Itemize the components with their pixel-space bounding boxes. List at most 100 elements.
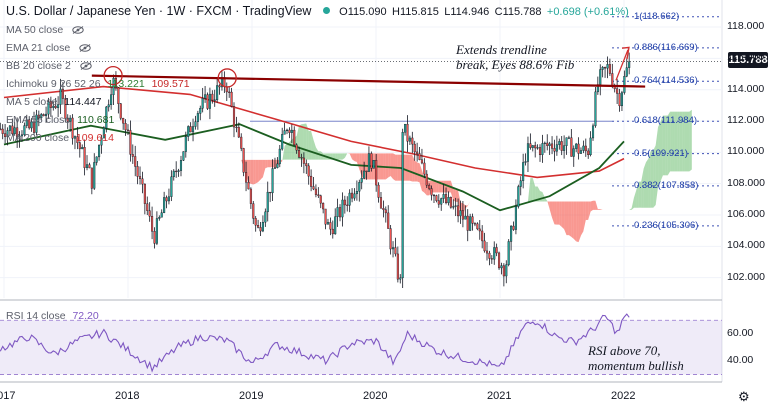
candle-body bbox=[112, 77, 115, 95]
rsi-annotation: RSI above 70, momentum bullish bbox=[588, 343, 684, 373]
candle-body bbox=[45, 113, 48, 117]
candle-body bbox=[553, 148, 556, 152]
candlestick-series[interactable] bbox=[0, 52, 631, 288]
eye-hidden-icon[interactable] bbox=[72, 26, 84, 35]
candle-body bbox=[240, 136, 243, 149]
cloud-segment bbox=[689, 109, 692, 172]
candle-body bbox=[81, 147, 84, 150]
candle-body bbox=[355, 191, 358, 195]
indicator-ema55[interactable]: EMA 55 close 110.681 bbox=[6, 114, 114, 126]
candle-body bbox=[54, 105, 57, 108]
indicator-label: EMA 21 close bbox=[6, 42, 71, 54]
candle-body bbox=[218, 85, 221, 88]
candle-body bbox=[343, 199, 346, 206]
cloud-segment bbox=[342, 153, 345, 160]
fib-level-label: 0.5(109.921) bbox=[634, 147, 688, 159]
cloud-segment bbox=[578, 201, 581, 243]
indicator-ma200[interactable]: MA 200 close 109.614 bbox=[6, 132, 114, 144]
cloud-segment bbox=[352, 153, 355, 162]
eye-hidden-icon[interactable] bbox=[79, 44, 91, 53]
cloud-segment bbox=[527, 178, 531, 202]
indicator-ichimoku[interactable]: Ichimoku 9 26 52 26 113.221 109.571 bbox=[6, 78, 190, 90]
candle-body bbox=[257, 225, 260, 228]
candle-body bbox=[384, 209, 387, 214]
cloud-segment bbox=[549, 201, 553, 218]
candle-body bbox=[319, 195, 322, 204]
cloud-segment bbox=[272, 159, 275, 168]
cloud-segment bbox=[253, 159, 256, 185]
indicator-value-2: 109.571 bbox=[151, 78, 190, 90]
x-tick-label: 2017 bbox=[0, 390, 16, 402]
cloud-segment bbox=[537, 186, 541, 202]
candle-body bbox=[445, 194, 448, 204]
candle-body bbox=[42, 114, 45, 117]
candle-body bbox=[237, 127, 240, 138]
cloud-segment bbox=[535, 186, 538, 202]
cloud-segment bbox=[597, 209, 601, 210]
candle-body bbox=[536, 147, 539, 149]
candle-body bbox=[505, 264, 508, 277]
candle-body bbox=[336, 207, 339, 217]
x-tick-label: 2019 bbox=[239, 390, 264, 402]
cloud-segment bbox=[648, 150, 651, 208]
y-tick-label: 110.000 bbox=[727, 145, 765, 158]
indicator-value: 109.614 bbox=[75, 132, 114, 144]
cloud-segment bbox=[573, 201, 577, 242]
y-tick-label: 108.000 bbox=[727, 176, 765, 189]
candle-body bbox=[194, 121, 197, 127]
trendline-layer bbox=[0, 46, 722, 88]
candle-body bbox=[543, 142, 546, 144]
x-tick-label: 2021 bbox=[487, 390, 512, 402]
cloud-segment bbox=[682, 111, 685, 172]
x-tick-label: 2022 bbox=[611, 390, 636, 402]
rsi-legend[interactable]: RSI 14 close 72.20 bbox=[6, 310, 99, 322]
candle-body bbox=[107, 104, 110, 108]
candle-body bbox=[196, 113, 199, 122]
cloud-segment bbox=[593, 200, 596, 210]
indicator-bb20[interactable]: BB 20 close 2 bbox=[6, 60, 92, 72]
candle-body bbox=[317, 194, 320, 196]
candle-body bbox=[66, 118, 69, 122]
candle-body bbox=[167, 196, 170, 202]
candle-body bbox=[307, 165, 310, 177]
candle-body bbox=[551, 143, 554, 149]
gear-icon[interactable]: ⚙ bbox=[738, 389, 750, 404]
candle-body bbox=[18, 135, 21, 138]
indicator-ema21[interactable]: EMA 21 close bbox=[6, 42, 91, 54]
candle-body bbox=[406, 123, 409, 142]
symbol-title[interactable]: U.S. Dollar / Japanese Yen · 1W · FXCM ·… bbox=[6, 4, 312, 18]
indicator-ma5[interactable]: MA 5 close 114.447 bbox=[6, 96, 101, 108]
candle-body bbox=[0, 128, 2, 130]
candle-body bbox=[567, 137, 570, 139]
indicator-value: 113.221 bbox=[107, 78, 145, 90]
candle-body bbox=[560, 141, 563, 151]
eye-hidden-icon[interactable] bbox=[80, 62, 92, 71]
candle-body bbox=[338, 207, 342, 218]
candle-body bbox=[20, 134, 24, 137]
candle-body bbox=[466, 215, 469, 231]
candle-body bbox=[396, 253, 399, 280]
cloud-segment bbox=[388, 153, 391, 178]
candle-body bbox=[98, 144, 101, 158]
indicator-ma50[interactable]: MA 50 close bbox=[6, 24, 84, 36]
candle-body bbox=[269, 191, 272, 194]
cloud-segment bbox=[672, 111, 675, 172]
cloud-segment bbox=[650, 150, 654, 208]
candle-body bbox=[420, 159, 423, 164]
cloud-segment bbox=[670, 111, 673, 172]
y-tick-label: 104.000 bbox=[727, 239, 765, 252]
candle-body bbox=[514, 206, 517, 230]
candle-body bbox=[281, 134, 284, 150]
candle-body bbox=[589, 137, 592, 156]
cloud-segment bbox=[636, 181, 639, 208]
candle-body bbox=[69, 117, 72, 122]
cloud-segment bbox=[284, 144, 288, 160]
candle-body bbox=[546, 142, 549, 146]
candle-body bbox=[310, 175, 313, 187]
candle-body bbox=[59, 88, 62, 105]
candle-body bbox=[358, 182, 361, 192]
candle-body bbox=[153, 231, 156, 244]
indicator-label: MA 5 close bbox=[6, 96, 58, 108]
cloud-segment bbox=[467, 201, 471, 207]
